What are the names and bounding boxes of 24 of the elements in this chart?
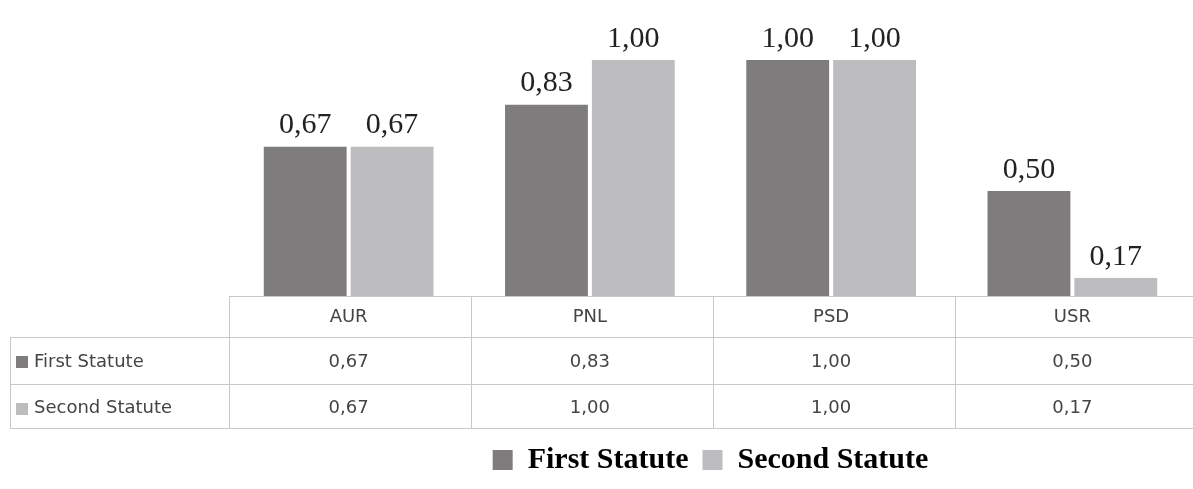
data-label: 1,00	[569, 396, 610, 418]
x-tick-label: USR	[1053, 304, 1091, 326]
text: 0,17	[1089, 237, 1143, 271]
data-label: 0,17	[1052, 396, 1093, 418]
text: First Statute	[34, 349, 144, 371]
text: 0,67	[365, 106, 419, 140]
data-label: 0,50	[1052, 349, 1093, 371]
text: 0,67	[278, 106, 332, 140]
data-label: 1,00	[811, 349, 852, 371]
data-label: 0,67	[328, 396, 369, 418]
text: 0,50	[1002, 150, 1056, 184]
text: 0,83	[520, 64, 573, 98]
data-label: 0,83	[569, 349, 610, 371]
text: 1,00	[761, 19, 814, 53]
text: 1,00	[607, 19, 660, 53]
text: Second Statute	[34, 396, 173, 418]
x-tick-label: PSD	[813, 304, 850, 326]
x-tick-label: AUR	[329, 304, 368, 326]
x-tick-label: PNL	[572, 304, 608, 326]
legend-label: Second Statute	[737, 440, 929, 474]
legend-label: First Statute	[527, 440, 689, 474]
data-label: 1,00	[811, 396, 852, 418]
data-label: 0,67	[328, 349, 369, 371]
text: 1,00	[848, 19, 901, 53]
